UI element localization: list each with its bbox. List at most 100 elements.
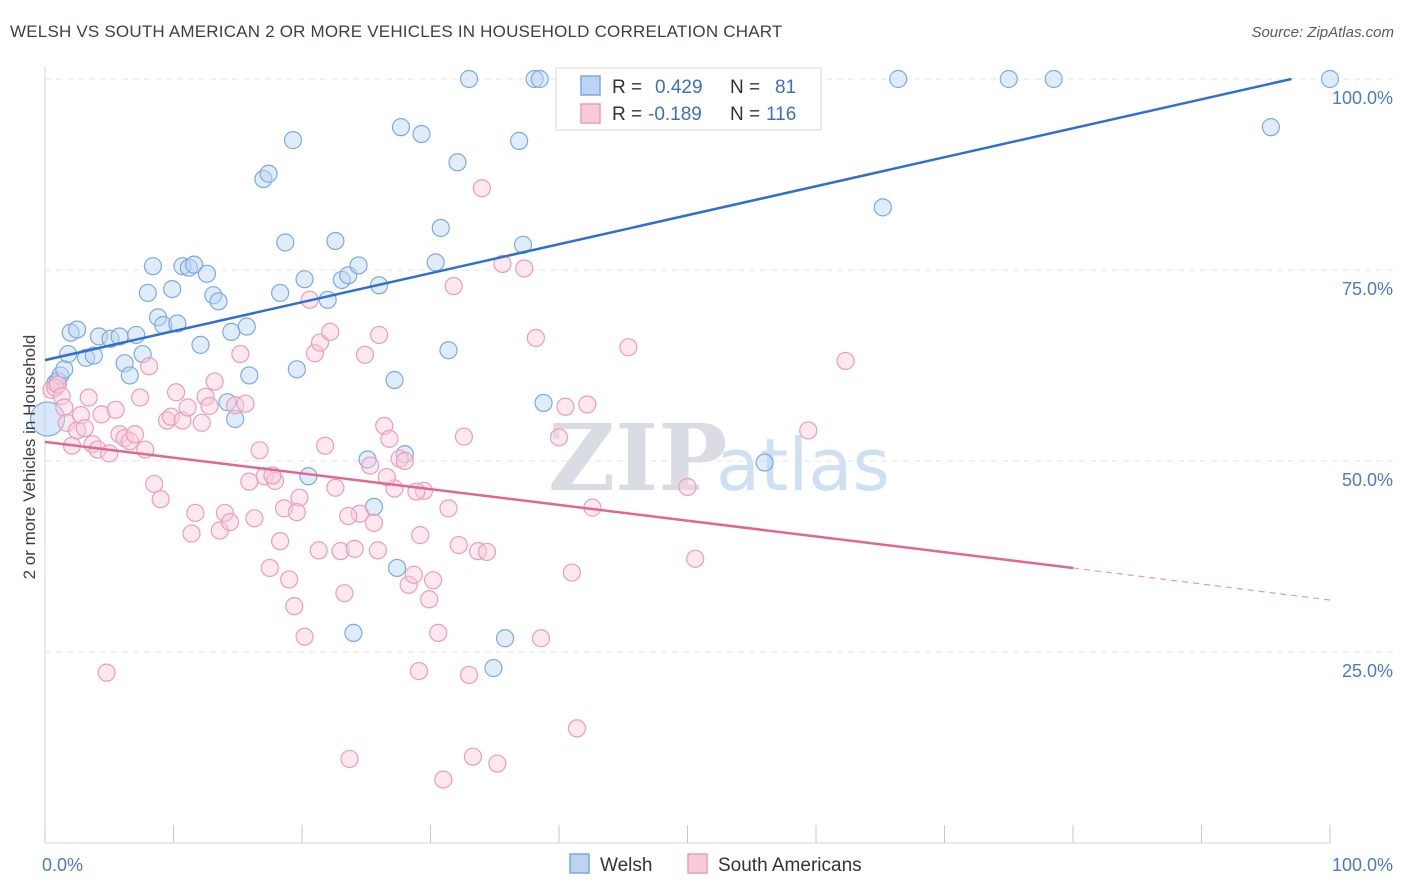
south-american-point-44 bbox=[245, 509, 264, 528]
south-american-point-107 bbox=[836, 351, 855, 371]
south-american-point-83 bbox=[439, 499, 458, 518]
welsh-point-21 bbox=[163, 280, 182, 299]
south-american-point-30 bbox=[178, 398, 197, 417]
south-american-point-16 bbox=[106, 400, 125, 419]
south-american-point-101 bbox=[578, 395, 597, 414]
legend-n-value-welsh: 81 bbox=[775, 77, 796, 98]
south-american-point-111 bbox=[368, 541, 387, 560]
bottom-legend-swatch-welsh bbox=[569, 853, 590, 874]
welsh-point-78 bbox=[1261, 118, 1280, 137]
south-american-point-115 bbox=[339, 506, 358, 526]
welsh-point-41 bbox=[295, 270, 314, 289]
welsh-point-trend-line bbox=[44, 77, 1292, 362]
south-american-point-105 bbox=[686, 549, 705, 568]
south-american-point-60 bbox=[326, 478, 345, 497]
south-american-point-62 bbox=[335, 584, 354, 603]
south-american-point-13 bbox=[92, 405, 111, 424]
south-american-point-10 bbox=[79, 388, 98, 407]
y-tick-labels: 25.0% 50.0% 75.0% 100.0% bbox=[1332, 88, 1393, 681]
x-tick-label-start: 0.0% bbox=[42, 855, 83, 875]
legend-r-label-welsh: R = bbox=[612, 77, 642, 98]
south-american-point-5 bbox=[57, 413, 76, 432]
south-american-point-92 bbox=[493, 254, 512, 273]
gridlines bbox=[45, 78, 1395, 653]
south-american-point-91 bbox=[477, 542, 497, 562]
south-american-point-31 bbox=[182, 524, 201, 543]
south-american-point-28 bbox=[166, 383, 186, 402]
welsh-point-76 bbox=[999, 69, 1018, 89]
south-american-point-54 bbox=[295, 627, 314, 646]
south-american-point-75 bbox=[399, 575, 418, 594]
south-american-point-18 bbox=[115, 428, 134, 448]
y-tick-label-1: 50.0% bbox=[1342, 470, 1393, 490]
legend-r-label-south-americans: R = bbox=[612, 104, 642, 125]
south-american-point-108 bbox=[411, 526, 430, 545]
welsh-points bbox=[29, 69, 1340, 678]
bottom-legend-swatch-south-americans bbox=[687, 853, 708, 874]
south-american-point-27 bbox=[161, 407, 181, 426]
south-american-point-35 bbox=[200, 396, 219, 416]
south-american-points bbox=[42, 179, 855, 789]
welsh-point-73 bbox=[755, 453, 774, 472]
south-american-point-59 bbox=[321, 322, 340, 341]
welsh-point-53 bbox=[391, 118, 411, 137]
welsh-point-18 bbox=[143, 257, 163, 276]
bottom-legend-welsh: Welsh bbox=[600, 855, 652, 876]
south-american-point-66 bbox=[355, 345, 375, 364]
south-american-point-77 bbox=[409, 661, 429, 681]
south-american-point-56 bbox=[305, 344, 324, 363]
welsh-point-47 bbox=[349, 256, 368, 275]
legend-r-value-welsh: 0.429 bbox=[655, 77, 703, 98]
south-american-point-trend-extension bbox=[1072, 567, 1331, 601]
welsh-point-55 bbox=[412, 124, 431, 144]
south-american-point-43 bbox=[240, 472, 259, 491]
source-label: Source: ZipAtlas.com bbox=[1251, 24, 1394, 41]
welsh-point-34 bbox=[240, 366, 259, 385]
welsh-point-24 bbox=[179, 258, 199, 277]
welsh-point-26 bbox=[191, 335, 210, 354]
welsh-point-64 bbox=[525, 69, 544, 89]
south-american-point-93 bbox=[488, 754, 507, 773]
legend-r-value-south-americans: -0.189 bbox=[648, 104, 702, 125]
welsh-point-40 bbox=[287, 360, 306, 379]
south-american-point-64 bbox=[345, 539, 364, 558]
south-american-point-81 bbox=[429, 623, 448, 643]
south-american-point-68 bbox=[364, 513, 384, 532]
south-american-point-33 bbox=[192, 413, 211, 432]
welsh-point-56 bbox=[426, 253, 445, 272]
south-american-point-9 bbox=[75, 419, 94, 438]
welsh-point-31 bbox=[222, 322, 241, 341]
legend-swatch-welsh bbox=[580, 75, 601, 96]
welsh-point-57 bbox=[431, 218, 450, 238]
south-american-point-32 bbox=[186, 503, 205, 523]
trend-lines bbox=[44, 77, 1331, 601]
south-american-point-24 bbox=[145, 474, 164, 494]
south-american-point-21 bbox=[130, 388, 150, 407]
welsh-point-65 bbox=[530, 69, 549, 89]
welsh-point-39 bbox=[283, 131, 303, 150]
legend-n-label-welsh: N = bbox=[730, 77, 760, 98]
south-american-point-88 bbox=[463, 747, 483, 766]
south-american-point-114 bbox=[377, 467, 396, 487]
welsh-point-59 bbox=[448, 153, 467, 172]
south-american-point-86 bbox=[454, 427, 474, 446]
welsh-point-37 bbox=[271, 283, 290, 303]
south-american-point-113 bbox=[287, 503, 306, 522]
watermark: ZIP atlas bbox=[548, 404, 890, 512]
south-american-point-trend-line bbox=[44, 440, 1074, 570]
south-american-point-39 bbox=[220, 513, 240, 532]
chart-title: WELSH VS SOUTH AMERICAN 2 OR MORE VEHICL… bbox=[10, 22, 783, 41]
welsh-point-35 bbox=[254, 169, 273, 189]
south-american-point-82 bbox=[434, 770, 453, 789]
south-american-point-103 bbox=[619, 338, 638, 357]
south-american-point-34 bbox=[196, 387, 215, 406]
south-american-point-84 bbox=[444, 276, 463, 296]
south-american-point-109 bbox=[309, 541, 328, 560]
south-american-point-69 bbox=[370, 325, 389, 345]
welsh-point-32 bbox=[226, 409, 245, 429]
welsh-point-42 bbox=[299, 467, 318, 486]
south-american-point-2 bbox=[48, 375, 67, 394]
south-american-point-3 bbox=[52, 386, 71, 406]
south-american-point-80 bbox=[423, 571, 443, 590]
